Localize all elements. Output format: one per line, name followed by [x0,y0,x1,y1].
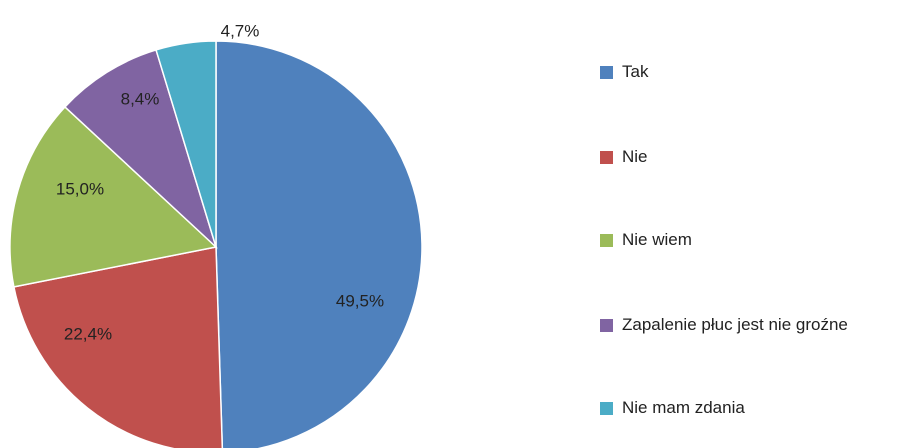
data-label: 4,7% [221,21,260,40]
pie-slice [9,105,218,288]
pie-slice [63,48,218,250]
legend-item: Nie wiem [600,224,920,256]
legend-swatch [600,234,613,247]
data-label: 22,4% [64,324,112,343]
data-label: 8,4% [121,89,160,108]
legend-item: Zapalenie płuc jest nie groźne [600,309,920,341]
legend-label: Nie wiem [622,230,692,249]
legend-swatch [600,319,613,332]
legend-item: Nie [600,141,920,173]
pie-slice [215,40,423,448]
legend-item: Nie mam zdania [600,392,920,424]
legend-label: Zapalenie płuc jest nie groźne [622,315,848,334]
legend-swatch [600,402,613,415]
legend-swatch [600,66,613,79]
data-label: 15,0% [56,179,104,198]
legend-label: Nie mam zdania [622,398,745,417]
data-label: 49,5% [336,291,384,310]
legend-item: Tak [600,56,920,88]
legend-label: Tak [622,62,649,81]
pie-slice [155,40,217,248]
pie-slice [13,246,224,448]
legend-label: Nie [622,147,648,166]
legend-swatch [600,151,613,164]
